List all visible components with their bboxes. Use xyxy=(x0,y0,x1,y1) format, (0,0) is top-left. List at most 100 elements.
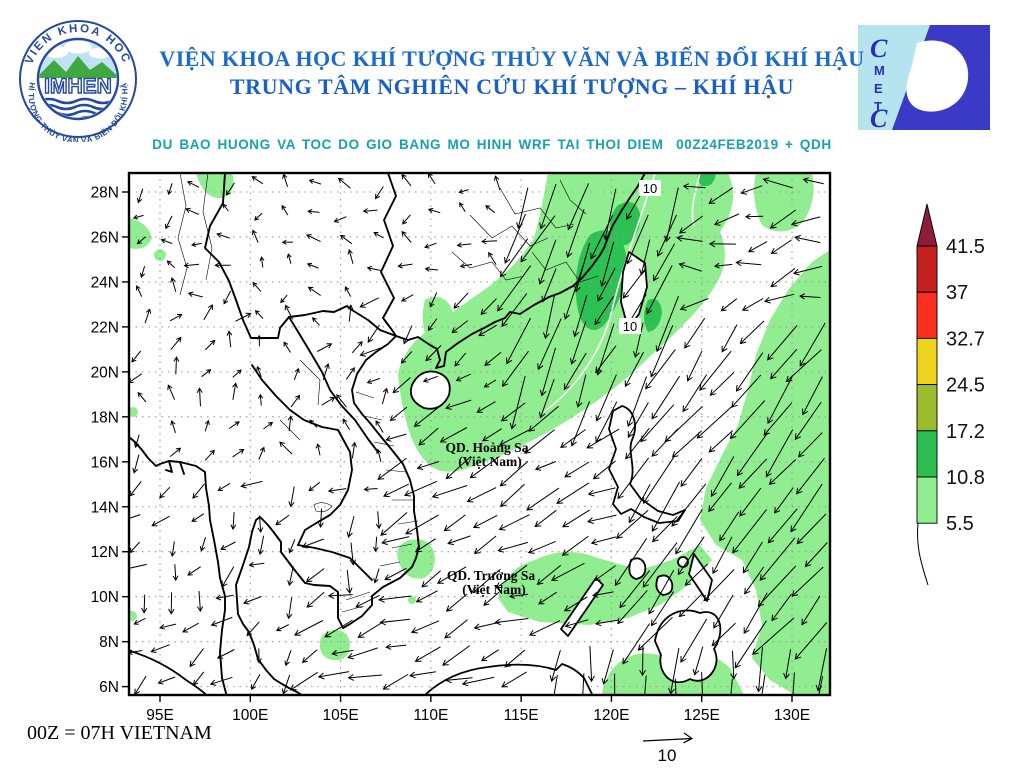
wind-arrow-icon xyxy=(173,564,178,580)
wind-arrow-icon xyxy=(404,326,413,344)
lon-label: 120E xyxy=(593,707,629,724)
timezone-note: 00Z = 07H VIETNAM xyxy=(27,722,212,745)
lon-label: 100E xyxy=(232,707,268,724)
wind-arrow-icon xyxy=(319,672,349,679)
wind-arrow-icon xyxy=(124,515,140,522)
wind-arrow-icon xyxy=(162,239,173,244)
wind-arrow-icon xyxy=(171,278,176,292)
lat-label: 8N xyxy=(99,634,119,651)
wind-arrow-icon xyxy=(152,516,169,526)
wind-arrow-icon xyxy=(743,299,763,311)
wind-arrow-icon xyxy=(588,515,617,523)
wind-arrow-icon xyxy=(410,672,436,678)
wind-arrow-icon xyxy=(134,215,144,219)
legend-color-segment xyxy=(917,385,937,431)
wind-arrow-icon xyxy=(425,243,437,248)
wind-arrow-icon xyxy=(346,368,354,380)
wind-arrow-icon xyxy=(215,263,230,268)
wind-arrow-icon xyxy=(233,370,241,377)
island-hainan xyxy=(411,372,450,409)
wind-arrow-icon xyxy=(343,419,349,430)
wind-arrow-icon xyxy=(428,174,435,184)
wind-arrow-icon xyxy=(317,344,331,352)
wind-arrow-icon xyxy=(189,292,203,297)
wind-arrow-icon xyxy=(134,618,145,624)
wind-arrow-icon xyxy=(308,263,319,268)
wind-arrow-icon xyxy=(183,623,199,632)
wind-arrow-icon xyxy=(772,240,792,254)
legend-value-label: 17.2 xyxy=(946,421,985,443)
wind-arrow-icon xyxy=(205,450,214,460)
wind-arrow-icon xyxy=(749,242,767,252)
wind-arrow-icon xyxy=(289,539,295,552)
wind-arrow-icon xyxy=(681,458,702,486)
wind-arrow-icon xyxy=(356,595,380,607)
shade-nw-speck-2 xyxy=(129,218,152,249)
wind-arrow-icon xyxy=(140,266,144,277)
wind-arrow-icon xyxy=(190,649,203,667)
wind-arrow-icon xyxy=(313,318,320,326)
wind-arrow-icon xyxy=(498,542,528,552)
wind-arrow-icon xyxy=(167,261,174,268)
wind-arrow-icon xyxy=(233,450,244,457)
wind-arrow-icon xyxy=(364,209,378,214)
wind-arrow-icon xyxy=(348,648,378,659)
wind-arrow-icon xyxy=(197,388,202,406)
wind-arrow-icon xyxy=(346,570,352,593)
wind-arrow-icon xyxy=(142,595,147,613)
wind-arrow-icon xyxy=(307,569,325,582)
wind-arrow-icon xyxy=(536,462,556,471)
wind-arrow-icon xyxy=(426,267,438,271)
wind-arrow-icon xyxy=(398,263,412,268)
wind-arrow-icon xyxy=(643,457,674,503)
wind-arrow-icon xyxy=(309,287,321,295)
wind-arrow-icon xyxy=(171,338,181,350)
wind-arrow-icon xyxy=(482,239,497,244)
wind-arrow-icon xyxy=(500,515,530,530)
wind-arrow-icon xyxy=(530,621,560,636)
wind-arrow-icon xyxy=(188,182,199,188)
wind-arrow-icon xyxy=(171,421,176,433)
legend-color-segment xyxy=(917,292,937,338)
wind-arrow-icon xyxy=(405,481,437,496)
wind-arrow-icon xyxy=(287,597,293,618)
wind-arrow-icon xyxy=(350,543,356,565)
wind-arrow-icon xyxy=(335,217,347,223)
wind-arrow-icon xyxy=(229,422,239,429)
lat-label: 26N xyxy=(91,229,119,246)
legend-colorbar: 41.53732.724.517.210.85.5 xyxy=(917,204,985,535)
wind-arrow-icon xyxy=(241,481,263,488)
wind-arrow-icon xyxy=(316,444,320,455)
wind-arrow-icon xyxy=(378,458,407,479)
wind-arrow-icon xyxy=(565,462,589,477)
lat-label: 10N xyxy=(91,589,119,606)
wind-arrow-icon xyxy=(445,620,468,638)
lat-label: 12N xyxy=(91,544,119,561)
wind-arrow-icon xyxy=(322,398,335,406)
contour-label: 10 xyxy=(643,181,657,196)
wind-arrow-icon xyxy=(136,286,141,297)
wind-arrow-icon xyxy=(233,383,238,400)
wind-arrow-icon xyxy=(402,295,413,301)
wind-arrow-icon xyxy=(352,342,362,353)
wind-arrow-icon xyxy=(474,515,497,527)
annotation-line1: QD. Trường Sa xyxy=(447,568,535,583)
wind-arrow-icon xyxy=(200,537,205,551)
wind-arrow-icon xyxy=(563,510,590,527)
wind-arrow-icon xyxy=(347,516,354,537)
wind-arrow-icon xyxy=(244,597,262,605)
wind-arrow-icon xyxy=(386,434,406,441)
wind-arrow-icon xyxy=(380,619,410,625)
wind-arrow-icon xyxy=(433,486,467,499)
wind-arrow-icon xyxy=(221,542,235,550)
shade-nw-speck-3 xyxy=(154,249,166,261)
wind-arrow-icon xyxy=(673,431,702,457)
wind-arrow-icon xyxy=(294,369,299,380)
legend-color-segment xyxy=(917,477,937,523)
wind-arrow-icon xyxy=(231,512,236,529)
coast-irrawaddy-delta xyxy=(166,461,184,474)
wind-arrow-icon xyxy=(482,650,499,661)
wind-arrow-icon xyxy=(495,619,528,625)
wind-arrow-icon xyxy=(665,406,702,441)
wind-arrow-icon xyxy=(365,487,378,492)
